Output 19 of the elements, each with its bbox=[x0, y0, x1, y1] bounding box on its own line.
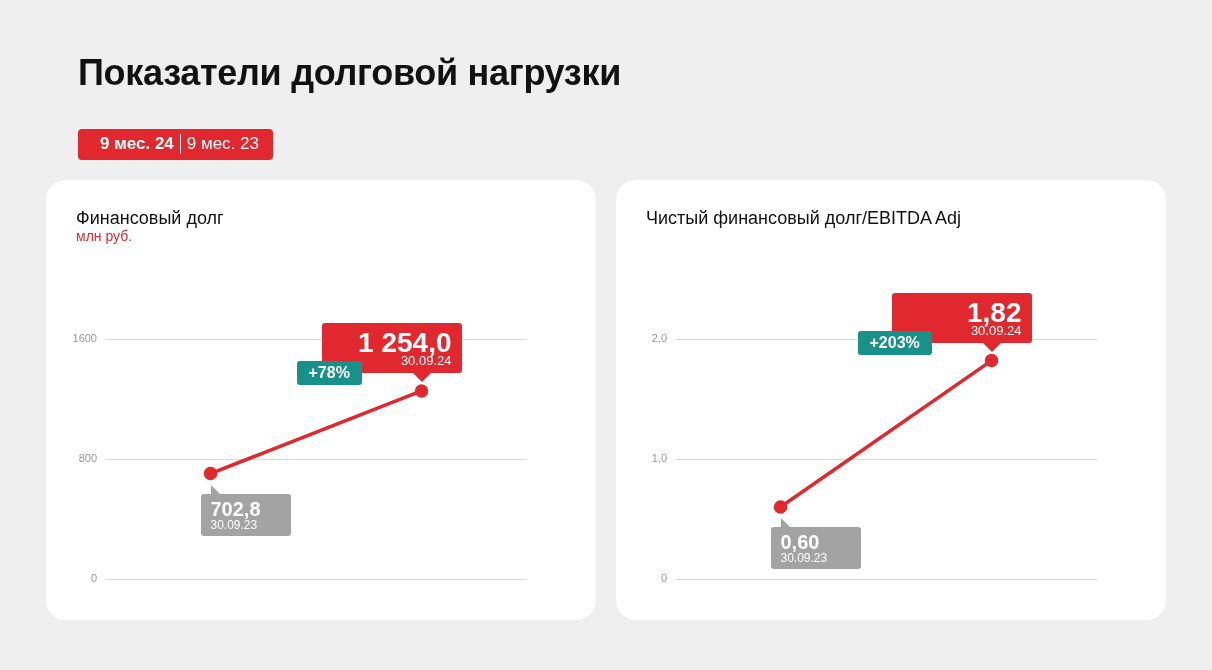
y-tick-label: 0 bbox=[660, 572, 667, 585]
data-label: 1 254,0 bbox=[357, 326, 452, 358]
text: 9 мес. 23 bbox=[179, 134, 259, 154]
y-tick-label: 0 bbox=[90, 572, 97, 585]
annotation: +203% bbox=[857, 330, 932, 355]
y-tick-label: 2,0 bbox=[651, 332, 667, 345]
data-label: 0,60 bbox=[780, 531, 820, 553]
chart-title: Чистый финансовый долг/EBITDA Adj bbox=[646, 208, 962, 229]
chart-subtitle: млн руб. bbox=[76, 228, 133, 244]
annotation: 30.09.23 bbox=[780, 551, 829, 565]
y-tick-label: 800 bbox=[78, 452, 97, 465]
y-tick-label: 1600 bbox=[72, 332, 97, 345]
annotation: +78% bbox=[296, 360, 362, 385]
text: 9 мес. 24 bbox=[100, 134, 174, 154]
y-tick-label: 1,0 bbox=[651, 452, 667, 465]
data-label: 1,82 bbox=[966, 296, 1022, 328]
chart-title: Финансовый долг bbox=[76, 208, 224, 229]
text: Показатели долговой нагрузки bbox=[78, 52, 622, 94]
data-label: 702,8 bbox=[210, 497, 262, 520]
